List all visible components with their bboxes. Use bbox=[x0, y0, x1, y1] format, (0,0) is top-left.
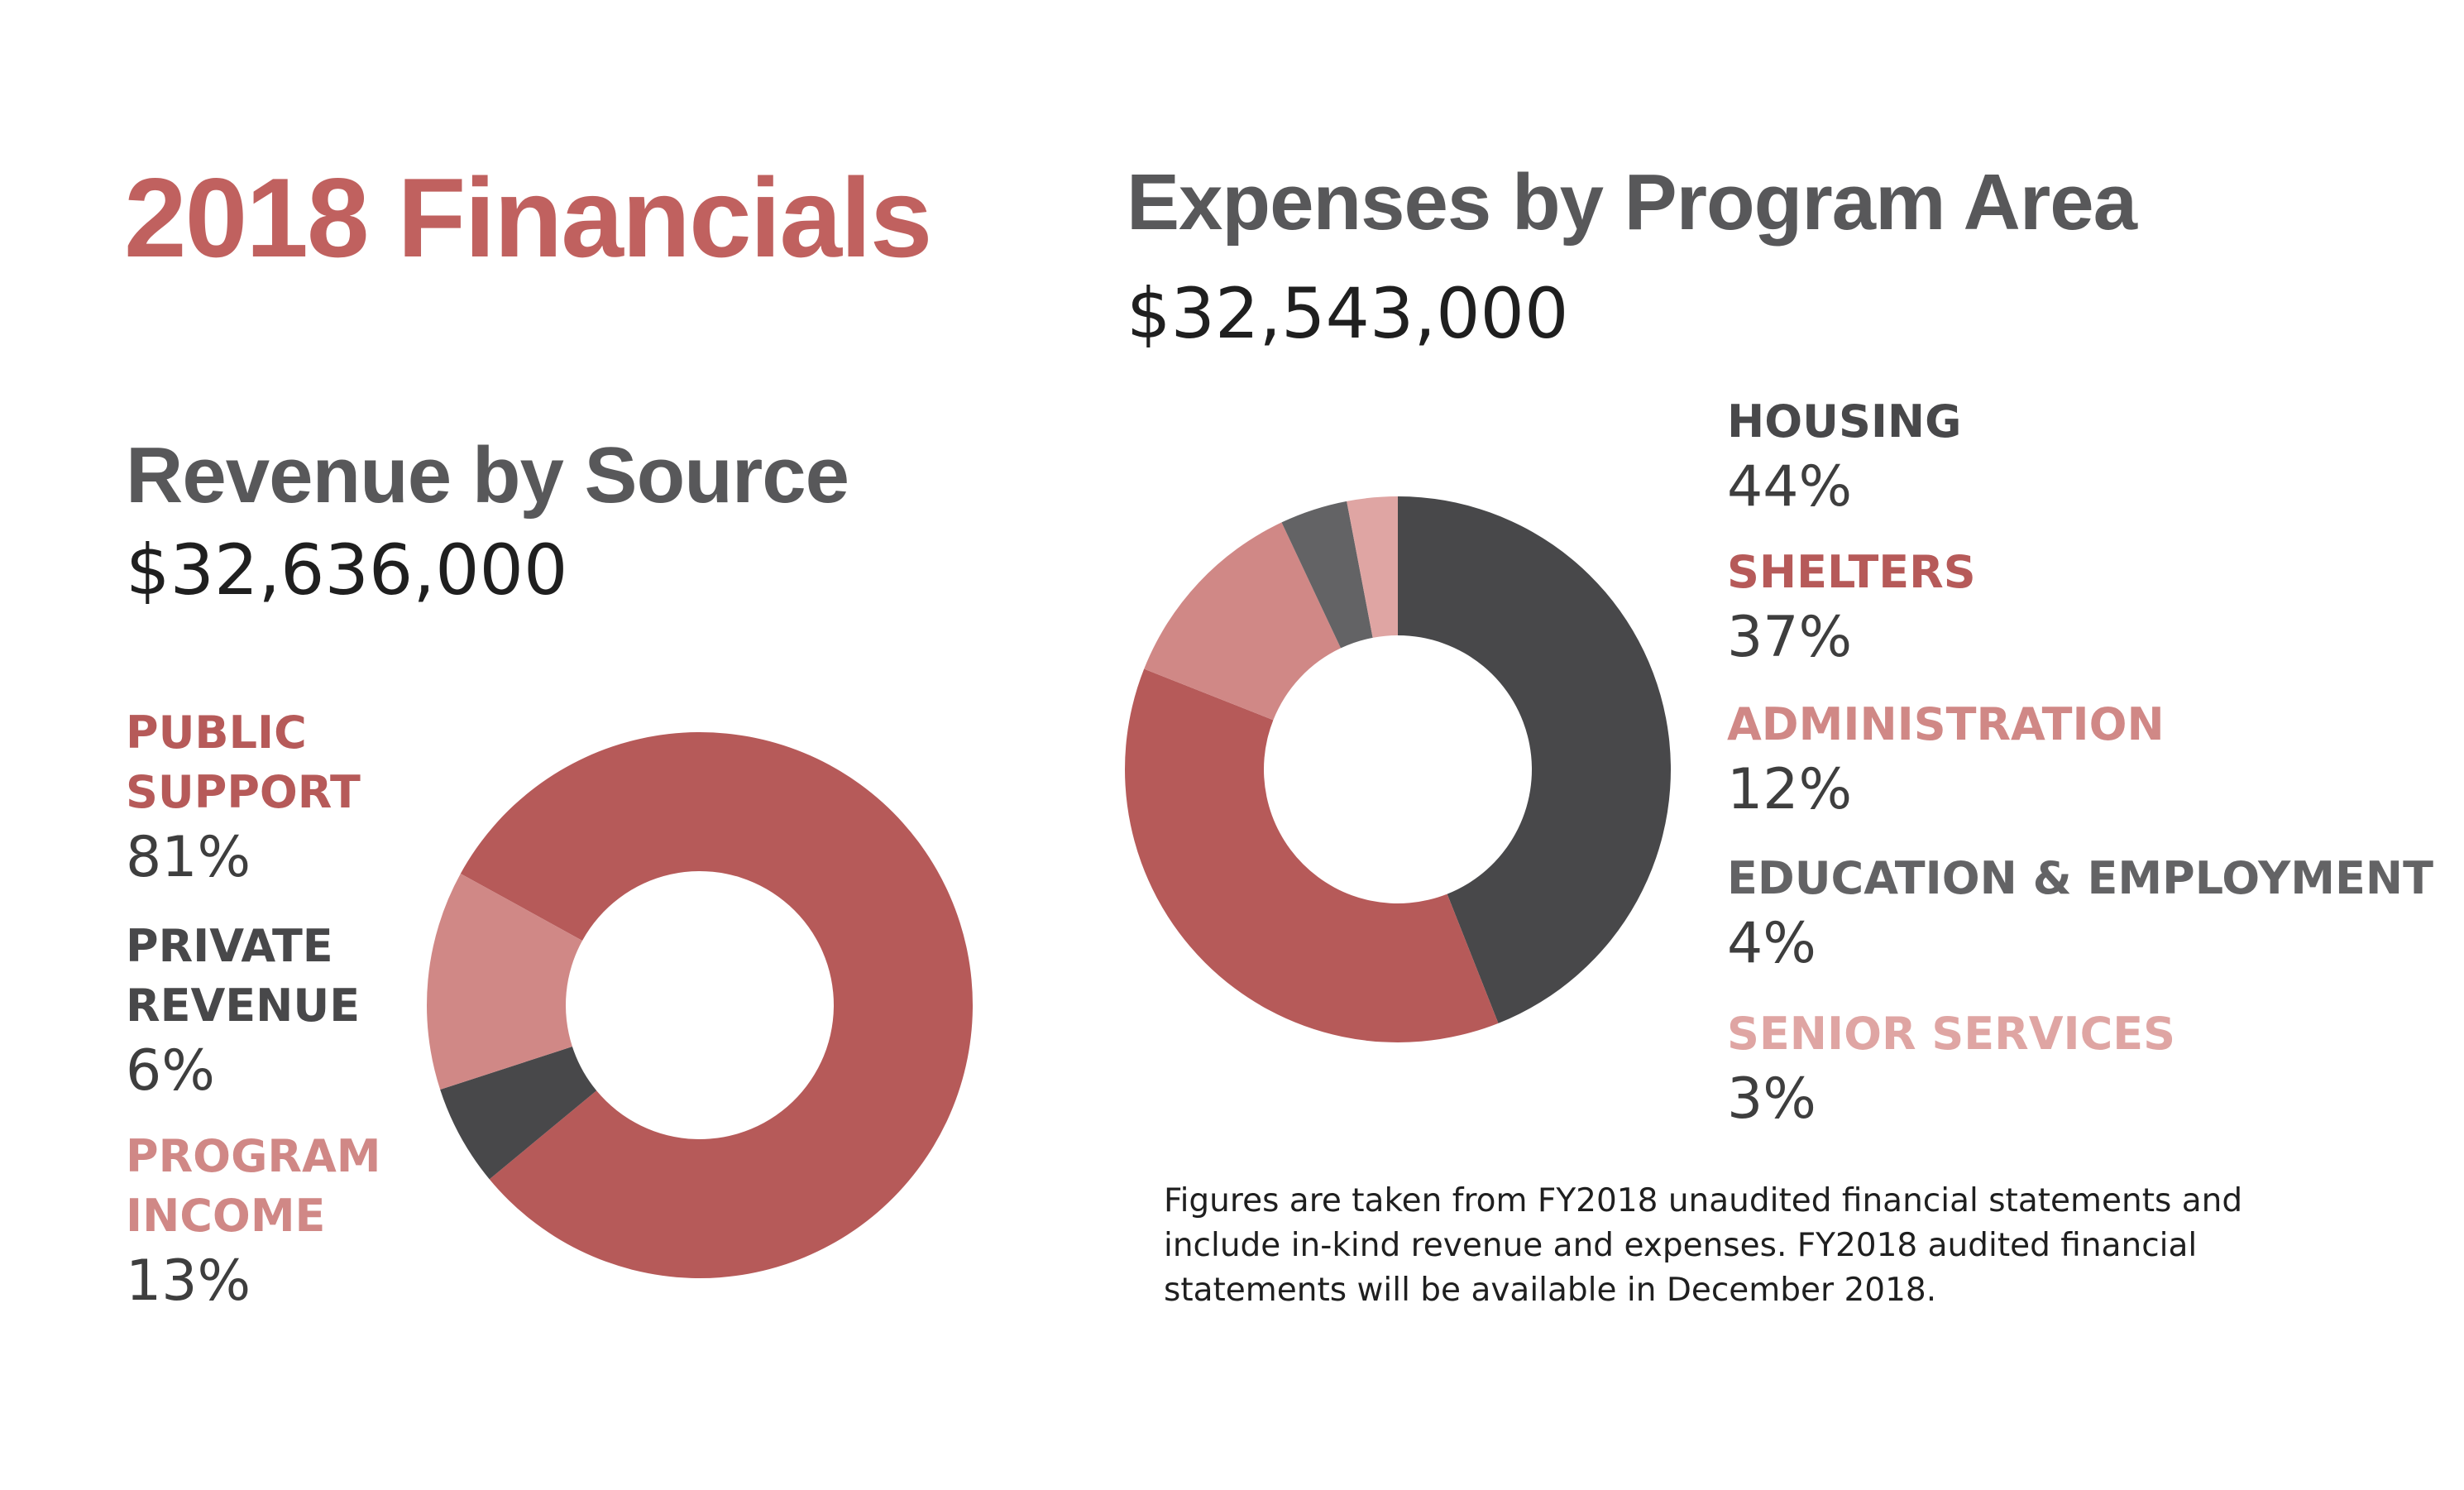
revenue-title: Revenue by Source bbox=[126, 431, 849, 520]
expenses-legend-administration: ADMINISTRATION 12% bbox=[1727, 695, 2165, 826]
legend-value: 4% bbox=[1727, 911, 1816, 976]
revenue-legend-program-income: PROGRAM INCOME 13% bbox=[126, 1127, 381, 1317]
expenses-slice-shelters bbox=[1125, 668, 1499, 1042]
legend-value: 81% bbox=[126, 825, 251, 890]
revenue-slice-private-revenue bbox=[440, 1047, 597, 1180]
expenses-slice-senior-services bbox=[1347, 496, 1398, 638]
expenses-legend-shelters: SHELTERS 37% bbox=[1727, 543, 1976, 673]
legend-label-line: PUBLIC bbox=[126, 707, 307, 759]
legend-label: SHELTERS bbox=[1727, 546, 1976, 598]
legend-value: 3% bbox=[1727, 1066, 1816, 1132]
expenses-slice-education-employment bbox=[1281, 501, 1373, 649]
page-title: 2018 Financials bbox=[124, 155, 932, 280]
expenses-legend-senior-services: SENIOR SERVICES 3% bbox=[1727, 1004, 2175, 1135]
legend-label: SENIOR SERVICES bbox=[1727, 1008, 2176, 1060]
revenue-donut-chart bbox=[427, 731, 973, 1278]
legend-value: 37% bbox=[1727, 605, 1853, 670]
legend-value: 13% bbox=[126, 1248, 251, 1314]
expenses-total: $32,543,000 bbox=[1127, 273, 1569, 354]
expenses-legend-housing: HOUSING 44% bbox=[1727, 392, 1961, 523]
legend-label-line: PRIVATE bbox=[126, 920, 333, 972]
revenue-legend-public-support: PUBLIC SUPPORT 81% bbox=[126, 703, 361, 894]
expenses-legend-education-employment: EDUCATION & EMPLOYMENT 4% bbox=[1727, 849, 2433, 980]
expenses-title: Expenses by Program Area bbox=[1127, 158, 2137, 247]
legend-value: 44% bbox=[1727, 454, 1853, 520]
legend-label-line: REVENUE bbox=[126, 980, 361, 1032]
legend-label-line: PROGRAM bbox=[126, 1130, 381, 1182]
legend-label: HOUSING bbox=[1727, 395, 1962, 448]
footnote: Figures are taken from FY2018 unaudited … bbox=[1164, 1182, 2243, 1309]
revenue-slice-program-income bbox=[427, 874, 583, 1090]
revenue-total: $32,636,000 bbox=[126, 529, 568, 611]
legend-label-line: INCOME bbox=[126, 1190, 326, 1242]
legend-value: 6% bbox=[126, 1038, 215, 1104]
legend-label-line: SUPPORT bbox=[126, 766, 361, 818]
expenses-slice-housing bbox=[1398, 496, 1671, 1023]
revenue-legend-private-revenue: PRIVATE REVENUE 6% bbox=[126, 917, 360, 1107]
legend-label: EDUCATION & EMPLOYMENT bbox=[1727, 852, 2433, 904]
legend-value: 12% bbox=[1727, 757, 1853, 822]
expenses-slice-administration bbox=[1144, 522, 1342, 721]
revenue-slice-public-support bbox=[460, 731, 973, 1278]
expenses-donut-chart bbox=[1125, 496, 1671, 1042]
legend-label: ADMINISTRATION bbox=[1727, 698, 2165, 750]
